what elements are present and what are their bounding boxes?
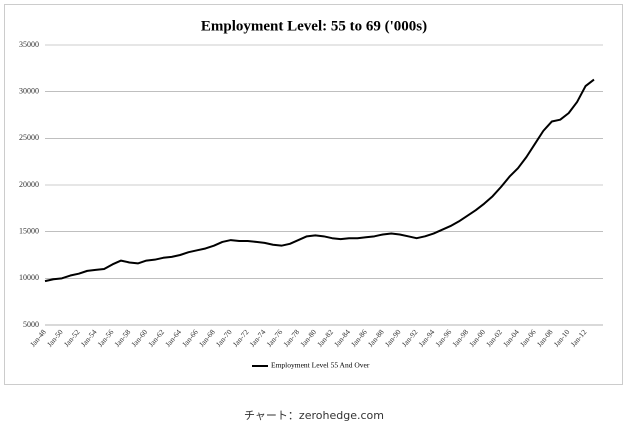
y-tick-label: 35000: [19, 40, 39, 49]
y-tick-label: 5000: [23, 320, 39, 329]
caption: チャート：zerohedge.com: [244, 409, 384, 422]
line-series: [44, 78, 595, 283]
chart-title: Employment Level: 55 to 69 ('000s): [201, 18, 427, 34]
y-tick-label: 20000: [19, 180, 39, 189]
y-tick-label: 25000: [19, 133, 39, 142]
chart-frame: [4, 4, 623, 385]
y-tick-label: 30000: [19, 86, 39, 95]
y-tick-label: 10000: [19, 273, 39, 282]
legend-label: Employment Level 55 And Over: [271, 361, 370, 370]
y-tick-label: 15000: [19, 226, 39, 235]
